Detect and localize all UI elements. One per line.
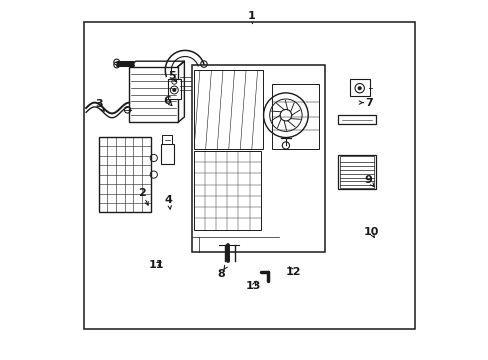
Text: 8: 8	[217, 269, 224, 279]
Bar	[167, 79, 181, 99]
Circle shape	[172, 88, 176, 92]
Text: 10: 10	[363, 227, 378, 237]
Text: 1: 1	[247, 11, 255, 21]
Text: 9: 9	[364, 175, 372, 185]
Bar	[194, 151, 260, 230]
FancyBboxPatch shape	[272, 84, 318, 149]
Text: 6: 6	[163, 96, 171, 106]
Text: 2: 2	[138, 188, 145, 198]
Text: 11: 11	[148, 260, 163, 270]
Bar	[99, 137, 151, 212]
Circle shape	[357, 86, 361, 90]
Bar	[194, 71, 263, 149]
Bar	[129, 67, 178, 122]
Text: 12: 12	[285, 267, 300, 277]
Text: 3: 3	[95, 99, 102, 109]
Bar	[162, 135, 172, 144]
Bar	[160, 144, 173, 164]
Text: 13: 13	[245, 281, 261, 291]
Bar	[337, 115, 375, 124]
Bar	[349, 79, 370, 96]
Bar	[339, 156, 374, 188]
Bar	[192, 65, 325, 252]
Text: 5: 5	[168, 71, 176, 81]
Text: 4: 4	[164, 195, 172, 205]
Bar	[84, 22, 415, 329]
Text: 7: 7	[364, 98, 372, 108]
Bar	[337, 155, 375, 189]
